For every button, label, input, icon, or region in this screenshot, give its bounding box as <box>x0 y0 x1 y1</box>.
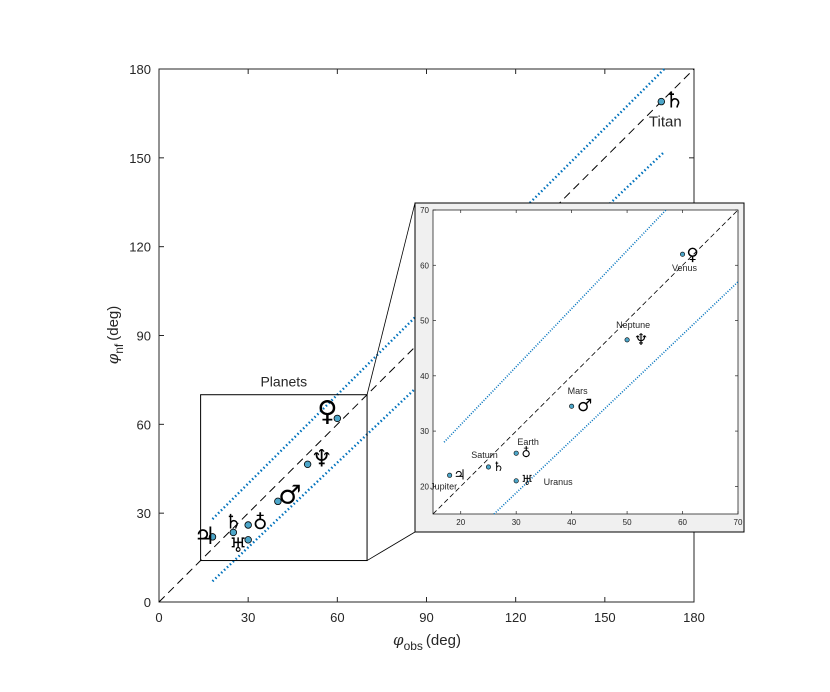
x-tick-label: 120 <box>505 610 527 625</box>
planet-symbol-icon: ♅ <box>229 533 247 557</box>
inset-planet-symbol-icon: ♃ <box>453 467 466 483</box>
y-tick-label: 0 <box>144 595 151 610</box>
x-tick-label: 150 <box>594 610 616 625</box>
x-axis-label-symbol: φ <box>393 631 404 649</box>
x-axis-label-unit: (deg) <box>426 632 461 649</box>
planet-symbol-icon: ♀ <box>317 394 338 427</box>
planet-symbol-icon: ♂ <box>278 480 301 510</box>
inset-y-tick-label: 20 <box>420 482 429 491</box>
inset-x-tick-label: 50 <box>623 518 632 527</box>
y-axis-label: φnf (deg) <box>104 306 126 365</box>
data-point <box>229 528 238 537</box>
data-point <box>333 414 342 423</box>
planet-symbol-icon: ♄ <box>664 89 684 114</box>
inset-data-point <box>624 337 630 343</box>
inset-point-label: Mars <box>568 386 588 396</box>
data-point <box>244 536 252 544</box>
inset-region-label: Planets <box>260 374 307 390</box>
inset-planet-symbol-icon: ♀ <box>686 245 698 265</box>
zoom-connector-bottom <box>366 531 416 561</box>
y-tick-label: 150 <box>129 151 151 166</box>
inset-point-label: Neptune <box>616 320 650 330</box>
inset-point-label: Jupiter <box>430 481 457 491</box>
x-axis-label: φobs (deg) <box>393 631 461 653</box>
inset-planet-symbol-icon: ♁ <box>521 446 531 461</box>
inset-x-tick-label: 60 <box>678 518 687 527</box>
inset-planet-symbol-icon: ♅ <box>521 473 534 489</box>
inset-data-point <box>569 403 575 409</box>
point-label: Titan <box>649 114 682 131</box>
y-tick-label: 180 <box>129 62 151 77</box>
data-point <box>657 97 666 106</box>
y-tick-label: 90 <box>137 329 151 344</box>
x-tick-label: 90 <box>419 610 433 625</box>
data-point <box>274 497 282 506</box>
x-tick-label: 180 <box>683 610 705 625</box>
inset-y-tick-label: 50 <box>420 317 429 326</box>
planet-symbol-icon: ♆ <box>311 444 333 472</box>
inset-y-tick-label: 70 <box>420 206 429 215</box>
zoom-connector-top <box>366 202 416 395</box>
x-tick-label: 30 <box>241 610 255 625</box>
data-point <box>208 533 217 541</box>
inset-data-point <box>485 464 491 470</box>
inset-point-label: Uranus <box>544 477 574 487</box>
inset-planet-symbol-icon: ♄ <box>493 460 505 475</box>
data-point <box>244 521 252 529</box>
inset-data-point <box>680 251 686 257</box>
x-tick-label: 0 <box>155 610 162 625</box>
inset-x-tick-label: 40 <box>567 518 576 527</box>
x-axis-label-subscript: obs <box>404 639 423 653</box>
planet-symbol-icon: ♄ <box>224 509 242 533</box>
data-point <box>303 460 312 469</box>
inset-y-tick-label: 40 <box>420 372 429 381</box>
y-tick-label: 60 <box>137 417 151 432</box>
y-tick-label: 30 <box>137 506 151 521</box>
inset-planet-symbol-icon: ♆ <box>634 330 648 349</box>
inset-axes-box <box>432 209 739 515</box>
planet-symbol-icon: ♁ <box>253 510 268 534</box>
y-axis-label-unit: (deg) <box>105 306 122 341</box>
y-tick-label: 120 <box>129 240 151 255</box>
inset-point-label: Earth <box>517 437 539 447</box>
y-axis-label-subscript: nf <box>112 343 126 354</box>
inset-plot: 20 30 40 50 60 70 20 30 40 50 60 70 ♃Jupiter ♄Saturn ♁… <box>414 202 745 533</box>
inset-data-point <box>513 450 519 456</box>
inset-point-label: Venus <box>672 263 698 273</box>
inset-region-box <box>200 394 368 562</box>
inset-data-point <box>513 478 519 484</box>
inset-y-tick-label: 60 <box>420 261 429 270</box>
y-axis-label-symbol: φ <box>104 353 122 364</box>
inset-x-tick-label: 30 <box>512 518 521 527</box>
x-tick-label: 60 <box>330 610 344 625</box>
inset-point-label: Saturn <box>471 450 498 460</box>
planet-symbol-icon: ♃ <box>194 522 216 550</box>
inset-y-tick-label: 30 <box>420 427 429 436</box>
inset-x-tick-label: 70 <box>734 518 743 527</box>
inset-planet-symbol-icon: ♂ <box>577 396 592 416</box>
inset-data-point <box>447 472 453 478</box>
inset-x-tick-label: 20 <box>456 518 465 527</box>
